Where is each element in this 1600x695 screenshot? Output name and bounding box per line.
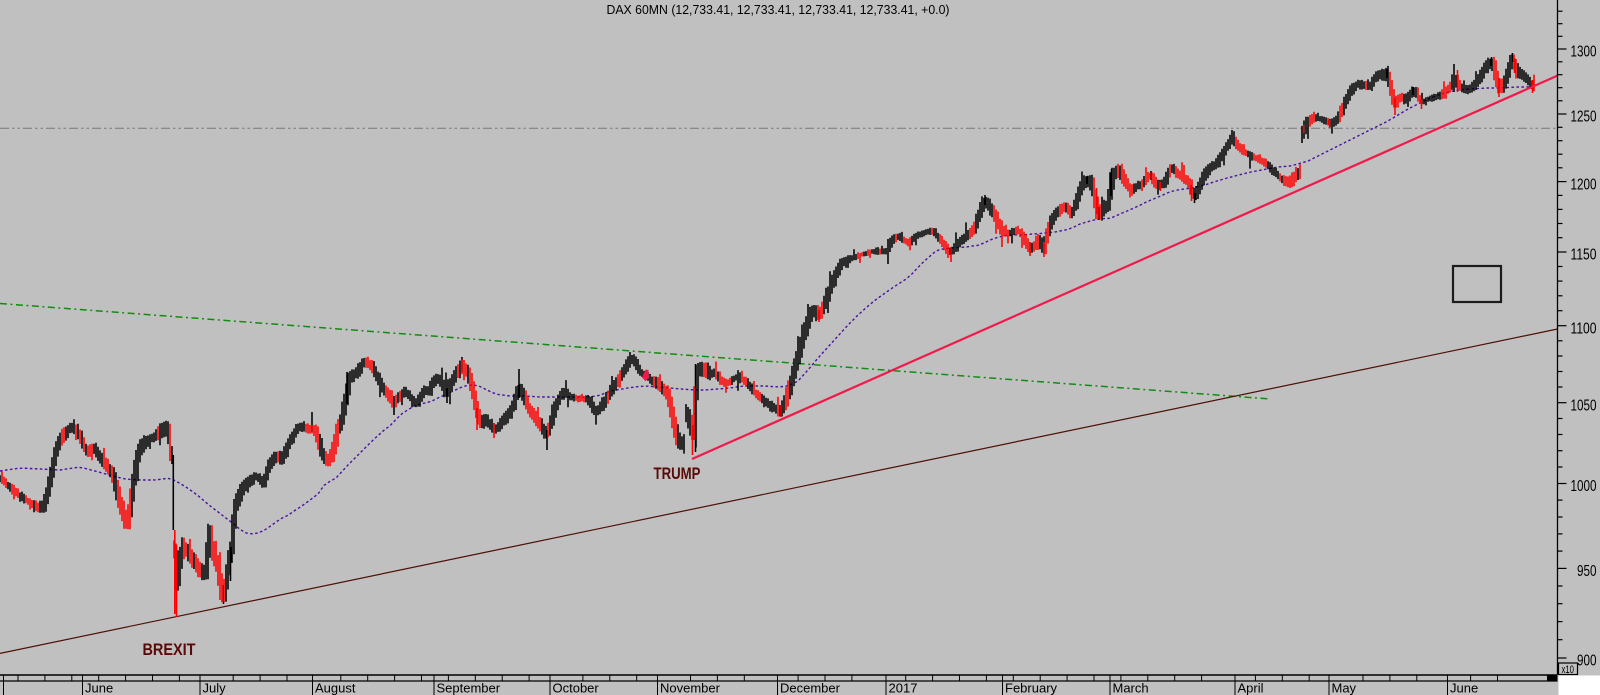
svg-text:February: February <box>1005 681 1058 695</box>
svg-text:950: 950 <box>1577 563 1597 580</box>
svg-text:1200: 1200 <box>1571 176 1597 193</box>
svg-text:October: October <box>553 681 600 695</box>
svg-text:April: April <box>1238 681 1264 695</box>
svg-text:900: 900 <box>1577 653 1597 670</box>
svg-text:1300: 1300 <box>1571 44 1597 61</box>
svg-text:BREXIT: BREXIT <box>143 640 197 659</box>
svg-text:1000: 1000 <box>1571 478 1597 495</box>
svg-text:November: November <box>660 681 721 695</box>
svg-text:December: December <box>780 681 841 695</box>
svg-text:1100: 1100 <box>1571 320 1597 337</box>
svg-text:June: June <box>1450 681 1478 695</box>
svg-text:May: May <box>1332 681 1357 695</box>
svg-text:September: September <box>437 681 501 695</box>
svg-text:June: June <box>85 681 113 695</box>
svg-text:DAX 60MN (12,733.41, 12,733.41: DAX 60MN (12,733.41, 12,733.41, 12,733.4… <box>607 2 950 17</box>
svg-text:July: July <box>203 681 227 695</box>
svg-text:1250: 1250 <box>1571 109 1597 126</box>
svg-text:TRUMP: TRUMP <box>654 464 701 483</box>
svg-text:2017: 2017 <box>889 681 918 695</box>
svg-text:1150: 1150 <box>1571 247 1597 264</box>
svg-text:March: March <box>1113 681 1149 695</box>
svg-text:x10: x10 <box>1562 664 1575 676</box>
svg-text:August: August <box>315 681 356 695</box>
svg-text:1050: 1050 <box>1571 397 1597 414</box>
